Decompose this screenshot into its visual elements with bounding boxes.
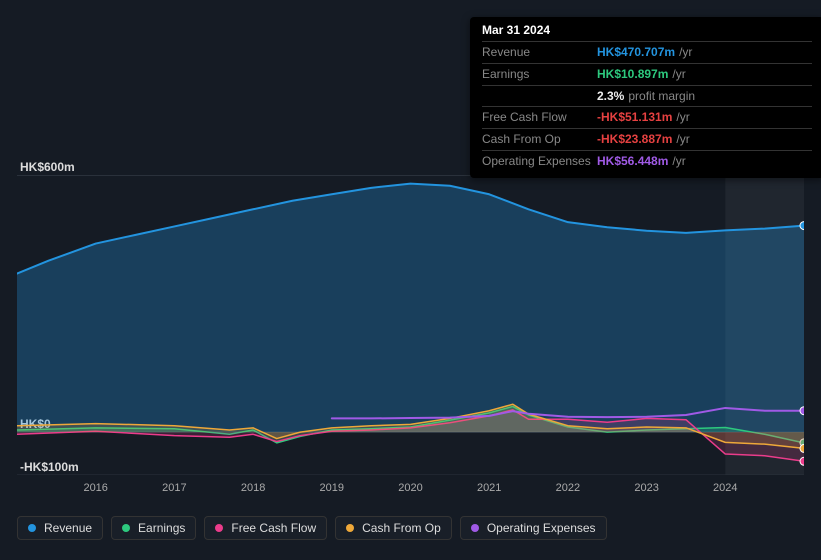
line-chart-svg — [17, 175, 804, 475]
legend-label: Earnings — [138, 521, 185, 535]
legend-dot-icon — [471, 524, 479, 532]
tooltip-row: EarningsHK$10.897m/yr — [482, 63, 812, 85]
x-axis-label: 2017 — [162, 482, 186, 494]
legend-dot-icon — [122, 524, 130, 532]
legend-label: Operating Expenses — [487, 521, 596, 535]
y-axis-label: HK$600m — [20, 160, 75, 174]
tooltip-row-value: HK$56.448m — [597, 154, 668, 168]
legend-item-revenue[interactable]: Revenue — [17, 516, 103, 540]
tooltip-row: Free Cash Flow-HK$51.131m/yr — [482, 106, 812, 128]
x-axis-label: 2022 — [556, 482, 580, 494]
tooltip-row-label: Free Cash Flow — [482, 109, 597, 126]
legend-dot-icon — [346, 524, 354, 532]
tooltip-row: RevenueHK$470.707m/yr — [482, 41, 812, 63]
tooltip-row-suffix: /yr — [672, 154, 685, 168]
tooltip-row-suffix: /yr — [672, 67, 685, 81]
legend-item-cash-from-op[interactable]: Cash From Op — [335, 516, 452, 540]
tooltip-row-suffix: /yr — [676, 132, 689, 146]
tooltip-row-suffix: /yr — [679, 45, 692, 59]
tooltip-row-value: HK$470.707m — [597, 45, 675, 59]
tooltip-row-label: Revenue — [482, 44, 597, 61]
x-axis-label: 2024 — [713, 482, 737, 494]
tooltip-row-value: -HK$23.887m — [597, 132, 672, 146]
legend-label: Revenue — [44, 521, 92, 535]
chart-container: Mar 31 2024 RevenueHK$470.707m/yrEarning… — [0, 0, 821, 560]
tooltip-row: Operating ExpensesHK$56.448m/yr — [482, 150, 812, 172]
tooltip-row: Cash From Op-HK$23.887m/yr — [482, 128, 812, 150]
x-axis-label: 2018 — [241, 482, 265, 494]
x-axis-label: 2019 — [320, 482, 344, 494]
tooltip-row-value: HK$10.897m — [597, 67, 668, 81]
data-tooltip: Mar 31 2024 RevenueHK$470.707m/yrEarning… — [470, 17, 821, 178]
tooltip-row-label: Earnings — [482, 66, 597, 83]
x-axis-label: 2020 — [398, 482, 422, 494]
tooltip-row-suffix: profit margin — [628, 89, 695, 103]
legend-label: Free Cash Flow — [231, 521, 316, 535]
legend-item-earnings[interactable]: Earnings — [111, 516, 196, 540]
legend-label: Cash From Op — [362, 521, 441, 535]
legend-dot-icon — [215, 524, 223, 532]
tooltip-row-value: -HK$51.131m — [597, 110, 672, 124]
legend-item-free-cash-flow[interactable]: Free Cash Flow — [204, 516, 327, 540]
x-axis-label: 2023 — [634, 482, 658, 494]
tooltip-row: 2.3% profit margin — [482, 85, 812, 107]
legend-dot-icon — [28, 524, 36, 532]
x-axis: 2016 2017 2018 2019 2020 2021 2022 2023 2024 — [17, 482, 804, 502]
chart-plot-area — [17, 175, 804, 475]
tooltip-row-suffix: /yr — [676, 110, 689, 124]
tooltip-row-label — [482, 88, 597, 105]
tooltip-row-value: 2.3% — [597, 89, 624, 103]
x-axis-label: 2016 — [83, 482, 107, 494]
tooltip-title: Mar 31 2024 — [482, 23, 812, 41]
tooltip-row-label: Cash From Op — [482, 131, 597, 148]
tooltip-row-label: Operating Expenses — [482, 153, 597, 170]
x-axis-label: 2021 — [477, 482, 501, 494]
legend-item-operating-expenses[interactable]: Operating Expenses — [460, 516, 607, 540]
legend: Revenue Earnings Free Cash Flow Cash From O… — [17, 516, 607, 540]
